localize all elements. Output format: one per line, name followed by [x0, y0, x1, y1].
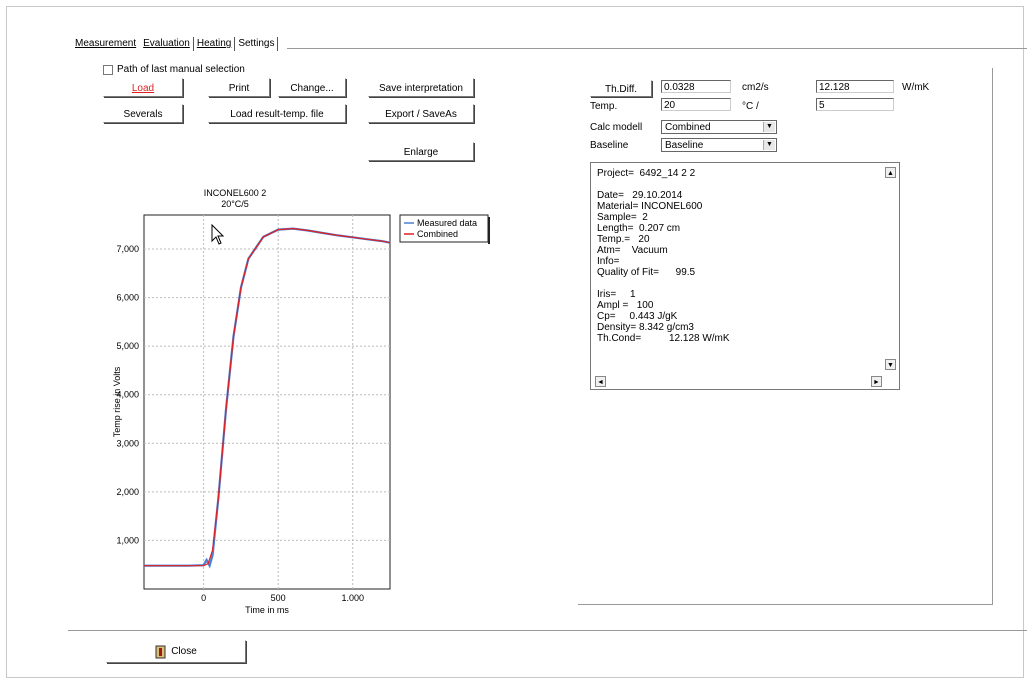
- tab-measurement[interactable]: Measurement: [75, 38, 137, 49]
- baseline-value: Baseline: [665, 140, 704, 151]
- memo-line: Iris= 1: [597, 289, 636, 300]
- tab-bar: Measurement Evaluation Heating Settings: [72, 35, 279, 51]
- temp-field[interactable]: 20: [661, 98, 731, 111]
- memo-line: Project= 6492_14 2 2: [597, 168, 696, 179]
- memo-line: Quality of Fit= 99.5: [597, 267, 696, 278]
- save-interpretation-button[interactable]: Save interpretation: [368, 78, 474, 97]
- results-panel: [578, 68, 993, 605]
- path-last-selection-checkbox[interactable]: Path of last manual selection: [103, 64, 245, 75]
- change-button[interactable]: Change...: [278, 78, 346, 97]
- memo-line: Length= 0.207 cm: [597, 223, 681, 234]
- th-diff-field[interactable]: 0.0328: [661, 80, 731, 93]
- print-button[interactable]: Print: [208, 78, 270, 97]
- door-icon: [155, 645, 166, 658]
- checkbox-label: Path of last manual selection: [117, 64, 245, 75]
- memo-line: Atm= Vacuum: [597, 245, 668, 256]
- memo-line: Material= INCONEL600: [597, 201, 703, 212]
- scroll-up-icon[interactable]: ▲: [885, 167, 896, 178]
- scroll-right-icon[interactable]: ►: [871, 376, 882, 387]
- chart-subtitle: 20°C/5: [221, 199, 249, 209]
- scroll-down-icon[interactable]: ▼: [885, 359, 896, 370]
- footer-divider: [68, 630, 1027, 631]
- memo-line: Density= 8.342 g/cm3: [597, 322, 694, 333]
- tab-evaluation[interactable]: Evaluation: [139, 37, 194, 51]
- th-cond-field[interactable]: 12.128: [816, 80, 894, 93]
- temp-label: Temp.: [590, 101, 618, 112]
- memo-line: Cp= 0.443 J/gK: [597, 311, 678, 322]
- checkbox-box[interactable]: [103, 64, 113, 75]
- baseline-label: Baseline: [590, 140, 628, 152]
- calc-model-label: Calc modell: [590, 122, 643, 133]
- temp-unit: °C /: [742, 101, 759, 112]
- memo-line: Ampl = 100: [597, 300, 654, 311]
- baseline-select[interactable]: Baseline ▼: [661, 138, 777, 152]
- severals-button[interactable]: Severals: [103, 104, 183, 123]
- memo-line: Info=: [597, 256, 620, 267]
- memo-line: Temp.= 20: [597, 234, 650, 245]
- chevron-down-icon[interactable]: ▼: [763, 122, 775, 132]
- window-frame: [6, 6, 1024, 678]
- tab-settings[interactable]: Settings: [235, 37, 279, 51]
- chart-title: INCONEL600 2: [203, 188, 267, 198]
- result-memo[interactable]: ▲ ▼ ◄ ► Project= 6492_14 2 2 Date= 29.10.…: [590, 162, 900, 390]
- chevron-down-icon[interactable]: ▼: [763, 140, 775, 150]
- th-diff-button[interactable]: Th.Diff.: [590, 80, 652, 97]
- th-diff-unit: cm2/s: [742, 82, 769, 93]
- calc-model-select[interactable]: Combined ▼: [661, 120, 777, 134]
- temp-extra-field[interactable]: 5: [816, 98, 894, 111]
- memo-line: Date= 29.10.2014: [597, 190, 683, 201]
- enlarge-button[interactable]: Enlarge: [368, 142, 474, 161]
- tab-divider: [287, 48, 1027, 49]
- scroll-left-icon[interactable]: ◄: [595, 376, 606, 387]
- th-cond-unit: W/mK: [902, 82, 930, 93]
- load-result-temp-file-button[interactable]: Load result-temp. file: [208, 104, 346, 123]
- load-button[interactable]: Load: [103, 78, 183, 97]
- memo-line: Sample= 2: [597, 212, 648, 223]
- baseline-label-text: Baseline: [590, 140, 629, 151]
- close-button-label: Close: [171, 646, 197, 657]
- memo-line: Th.Cond= 12.128 W/mK: [597, 333, 730, 344]
- close-button[interactable]: Close: [106, 640, 246, 663]
- export-saveas-button[interactable]: Export / SaveAs: [368, 104, 474, 123]
- calc-model-value: Combined: [665, 122, 711, 133]
- tab-heating[interactable]: Heating: [194, 37, 236, 51]
